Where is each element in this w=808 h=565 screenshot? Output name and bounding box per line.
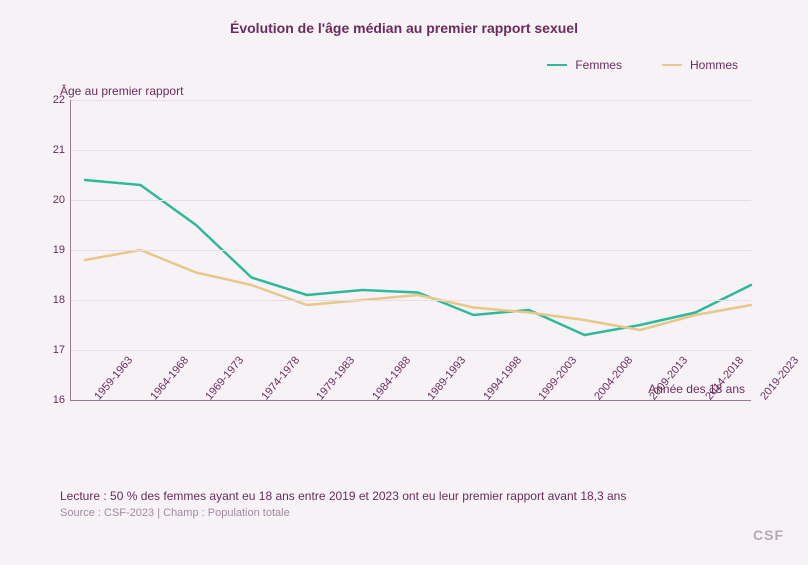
x-tick-label: 2019-2023 xyxy=(747,354,801,415)
y-tick-label: 17 xyxy=(43,344,65,356)
y-axis-title: Âge au premier rapport xyxy=(60,84,183,98)
legend-label: Femmes xyxy=(575,58,622,72)
footer: Lecture : 50 % des femmes ayant eu 18 an… xyxy=(60,487,626,522)
plot-area: Année des 18 ans 161718192021221959-1963… xyxy=(70,100,751,401)
gridline xyxy=(71,300,751,301)
gridline xyxy=(71,350,751,351)
series-line xyxy=(85,250,751,330)
gridline xyxy=(71,200,751,201)
chart-container: Évolution de l'âge médian au premier rap… xyxy=(0,0,808,565)
legend-swatch xyxy=(547,64,567,66)
footer-lecture: Lecture : 50 % des femmes ayant eu 18 an… xyxy=(60,487,626,505)
y-tick-label: 19 xyxy=(43,244,65,256)
gridline xyxy=(71,250,751,251)
legend: Femmes Hommes xyxy=(547,58,738,72)
gridline xyxy=(71,150,751,151)
legend-label: Hommes xyxy=(690,58,738,72)
y-tick-label: 20 xyxy=(43,194,65,206)
series-line xyxy=(85,180,751,335)
legend-item-femmes: Femmes xyxy=(547,58,622,72)
y-tick-label: 22 xyxy=(43,94,65,106)
gridline xyxy=(71,100,751,101)
legend-swatch xyxy=(662,64,682,66)
footer-source: Source : CSF-2023 | Champ : Population t… xyxy=(60,505,626,522)
y-tick-label: 16 xyxy=(43,394,65,406)
legend-item-hommes: Hommes xyxy=(662,58,738,72)
y-tick-label: 18 xyxy=(43,294,65,306)
chart-title: Évolution de l'âge médian au premier rap… xyxy=(0,20,808,36)
logo: CSF xyxy=(753,527,784,543)
y-tick-label: 21 xyxy=(43,144,65,156)
